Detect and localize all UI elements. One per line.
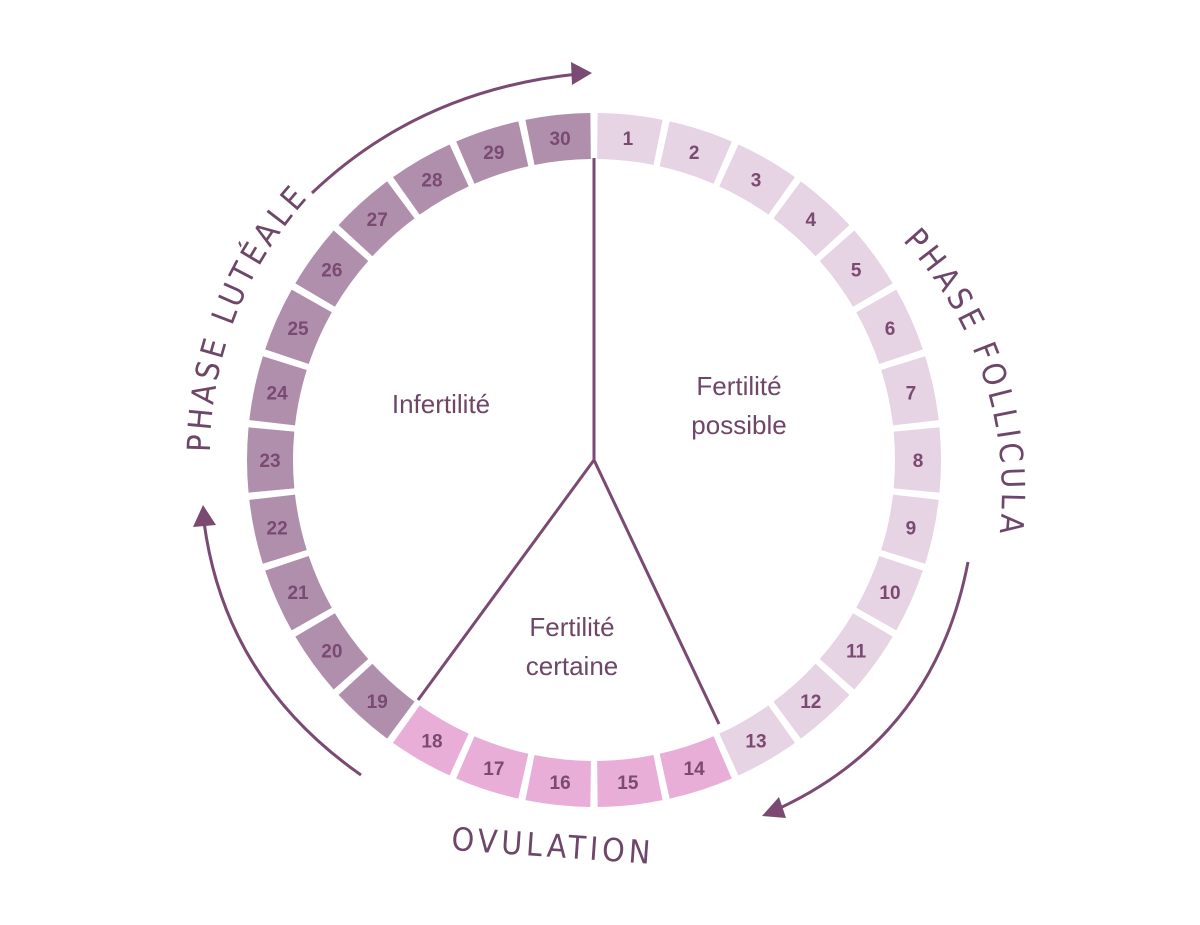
- day-segment-5: [819, 230, 893, 307]
- day-segment-18: [392, 705, 469, 776]
- sector-dividers: [416, 158, 721, 725]
- day-segment-17: [456, 736, 529, 799]
- arrow-left-luteal: [202, 521, 362, 777]
- sector-certain-line2: certaine: [526, 651, 619, 681]
- day-segment-11: [819, 613, 893, 690]
- day-number-28: 28: [421, 170, 442, 191]
- phase-ovulation-label: OVULATION: [450, 820, 655, 872]
- day-segment-2: [659, 121, 732, 184]
- day-number-8: 8: [913, 451, 924, 472]
- day-number-4: 4: [806, 210, 817, 231]
- day-number-10: 10: [879, 583, 900, 604]
- sector-labels: Infertilité Fertilité possible Fertilité…: [392, 371, 787, 681]
- arrow-right-follicular: [779, 561, 970, 810]
- day-segment-8: [893, 427, 941, 493]
- day-number-30: 30: [550, 129, 571, 150]
- day-number-6: 6: [885, 319, 896, 340]
- day-segment-28: [392, 144, 469, 215]
- day-number-2: 2: [689, 143, 700, 164]
- day-number-23: 23: [259, 451, 280, 472]
- day-number-16: 16: [550, 773, 571, 794]
- day-segment-26: [295, 230, 369, 307]
- day-number-17: 17: [483, 759, 504, 780]
- day-number-15: 15: [617, 773, 639, 794]
- cycle-arrows: [193, 62, 970, 818]
- day-segment-22: [249, 494, 307, 564]
- day-segment-29: [456, 121, 529, 184]
- day-segment-19: [338, 663, 415, 739]
- day-segment-4: [773, 181, 850, 257]
- day-number-12: 12: [800, 692, 821, 713]
- arrow-top-luteal: [310, 72, 579, 195]
- day-number-22: 22: [267, 518, 288, 539]
- day-segment-1: [597, 113, 663, 165]
- day-segment-9: [881, 494, 939, 564]
- day-number-1: 1: [623, 129, 634, 150]
- day-segment-25: [265, 289, 332, 364]
- arrow-left-luteal-head: [193, 505, 216, 527]
- day-number-9: 9: [906, 518, 917, 539]
- divider-left: [416, 459, 596, 701]
- day-number-21: 21: [287, 583, 309, 604]
- day-number-27: 27: [367, 210, 388, 231]
- day-number-19: 19: [367, 692, 388, 713]
- day-segment-30: [525, 113, 591, 165]
- day-number-18: 18: [421, 732, 442, 753]
- day-segment-13: [719, 705, 796, 776]
- day-segment-27: [338, 181, 415, 257]
- arrow-top-luteal-head: [571, 62, 592, 85]
- day-segment-15: [597, 755, 663, 807]
- sector-infertility-label: Infertilité: [392, 389, 490, 419]
- sector-possible-line2: possible: [691, 410, 786, 440]
- day-segment-7: [881, 356, 939, 426]
- day-segment-20: [295, 613, 369, 690]
- cycle-day-ring: 1234567891011121314151617181920212223242…: [247, 113, 941, 807]
- day-segment-23: [247, 427, 295, 493]
- sector-certain-line1: Fertilité: [529, 612, 614, 642]
- day-number-26: 26: [321, 261, 342, 282]
- day-number-11: 11: [846, 641, 867, 662]
- day-segment-14: [659, 736, 732, 799]
- day-segment-16: [525, 755, 591, 807]
- day-number-3: 3: [751, 170, 762, 191]
- day-segment-24: [249, 356, 307, 426]
- day-number-7: 7: [906, 384, 917, 405]
- divider-right: [592, 459, 721, 725]
- arrow-right-follicular-head: [762, 797, 786, 818]
- day-number-5: 5: [851, 261, 862, 282]
- sector-possible-line1: Fertilité: [696, 371, 781, 401]
- day-segment-21: [265, 556, 332, 631]
- day-number-25: 25: [287, 319, 309, 340]
- day-number-24: 24: [267, 384, 289, 405]
- day-segment-12: [773, 663, 850, 739]
- day-number-20: 20: [321, 641, 342, 662]
- day-segment-3: [719, 144, 796, 215]
- day-number-14: 14: [684, 759, 706, 780]
- day-number-13: 13: [745, 732, 766, 753]
- day-segment-6: [856, 289, 923, 364]
- day-number-29: 29: [483, 143, 504, 164]
- day-segment-10: [856, 556, 923, 631]
